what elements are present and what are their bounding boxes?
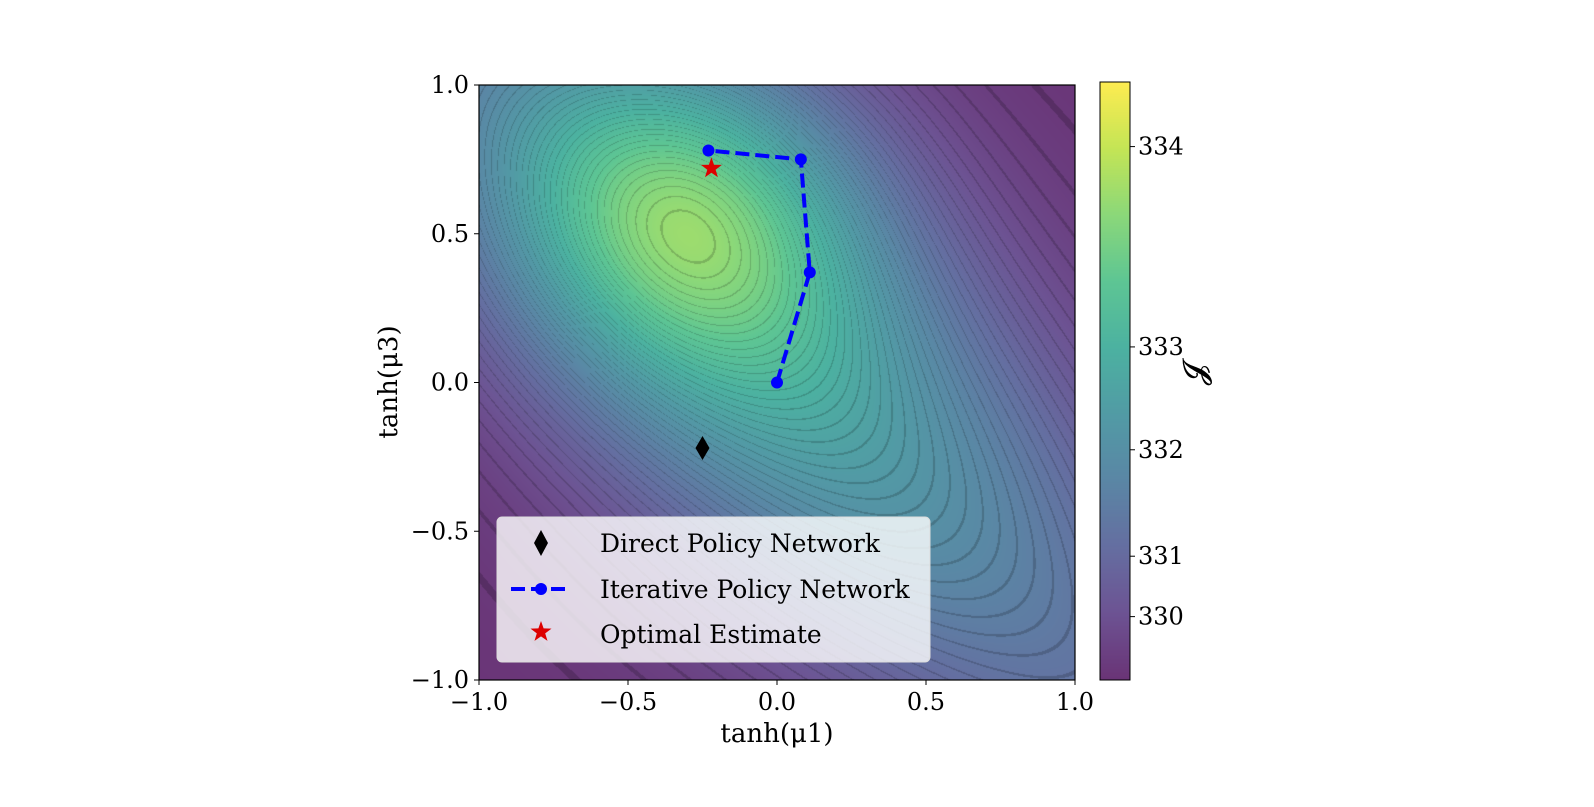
y-tick-label: 0.0 bbox=[431, 369, 469, 397]
x-tick-label: 1.0 bbox=[1056, 688, 1094, 716]
legend-label-iterative: Iterative Policy Network bbox=[600, 575, 911, 604]
colorbar-frame bbox=[1099, 81, 1131, 681]
iterative-path-line bbox=[708, 148, 812, 384]
iterative-point bbox=[794, 153, 807, 166]
iterative-point bbox=[771, 376, 783, 389]
colorbar-tick-label: 331 bbox=[1138, 542, 1184, 570]
x-tick-label: 0.5 bbox=[907, 688, 945, 716]
y-tick-label: 1.0 bbox=[431, 71, 469, 99]
colorbar-label: 𝓙 bbox=[1175, 358, 1213, 386]
colorbar-gradient bbox=[1100, 82, 1130, 680]
y-tick-label: −0.5 bbox=[411, 517, 469, 545]
iterative-point bbox=[803, 266, 816, 279]
x-axis-label: tanh(μ1) bbox=[720, 719, 833, 749]
legend-star-icon bbox=[530, 621, 552, 641]
y-tick-label: 0.5 bbox=[431, 220, 469, 248]
iterative-point bbox=[702, 144, 715, 157]
legend-diamond-icon bbox=[534, 530, 548, 556]
y-axis-label: tanh(μ3) bbox=[374, 325, 404, 438]
x-tick-label: −0.5 bbox=[599, 688, 657, 716]
y-tick-label: −1.0 bbox=[411, 666, 469, 694]
x-tick-label: −1.0 bbox=[450, 688, 508, 716]
legend: Direct Policy Network Iterative Policy N… bbox=[496, 516, 931, 663]
legend-circle-icon bbox=[535, 583, 547, 595]
colorbar-tick-label: 333 bbox=[1138, 333, 1184, 361]
colorbar-tick-label: 334 bbox=[1138, 133, 1184, 161]
colorbar-tick-label: 330 bbox=[1138, 603, 1184, 631]
colorbar-tick-label: 332 bbox=[1138, 436, 1184, 464]
legend-box bbox=[496, 516, 931, 663]
optimal-point-star bbox=[701, 157, 722, 178]
legend-label-direct: Direct Policy Network bbox=[600, 529, 881, 558]
x-tick-label: 0.0 bbox=[758, 688, 796, 716]
direct-point-diamond bbox=[695, 435, 710, 460]
legend-label-optimal: Optimal Estimate bbox=[600, 620, 822, 649]
